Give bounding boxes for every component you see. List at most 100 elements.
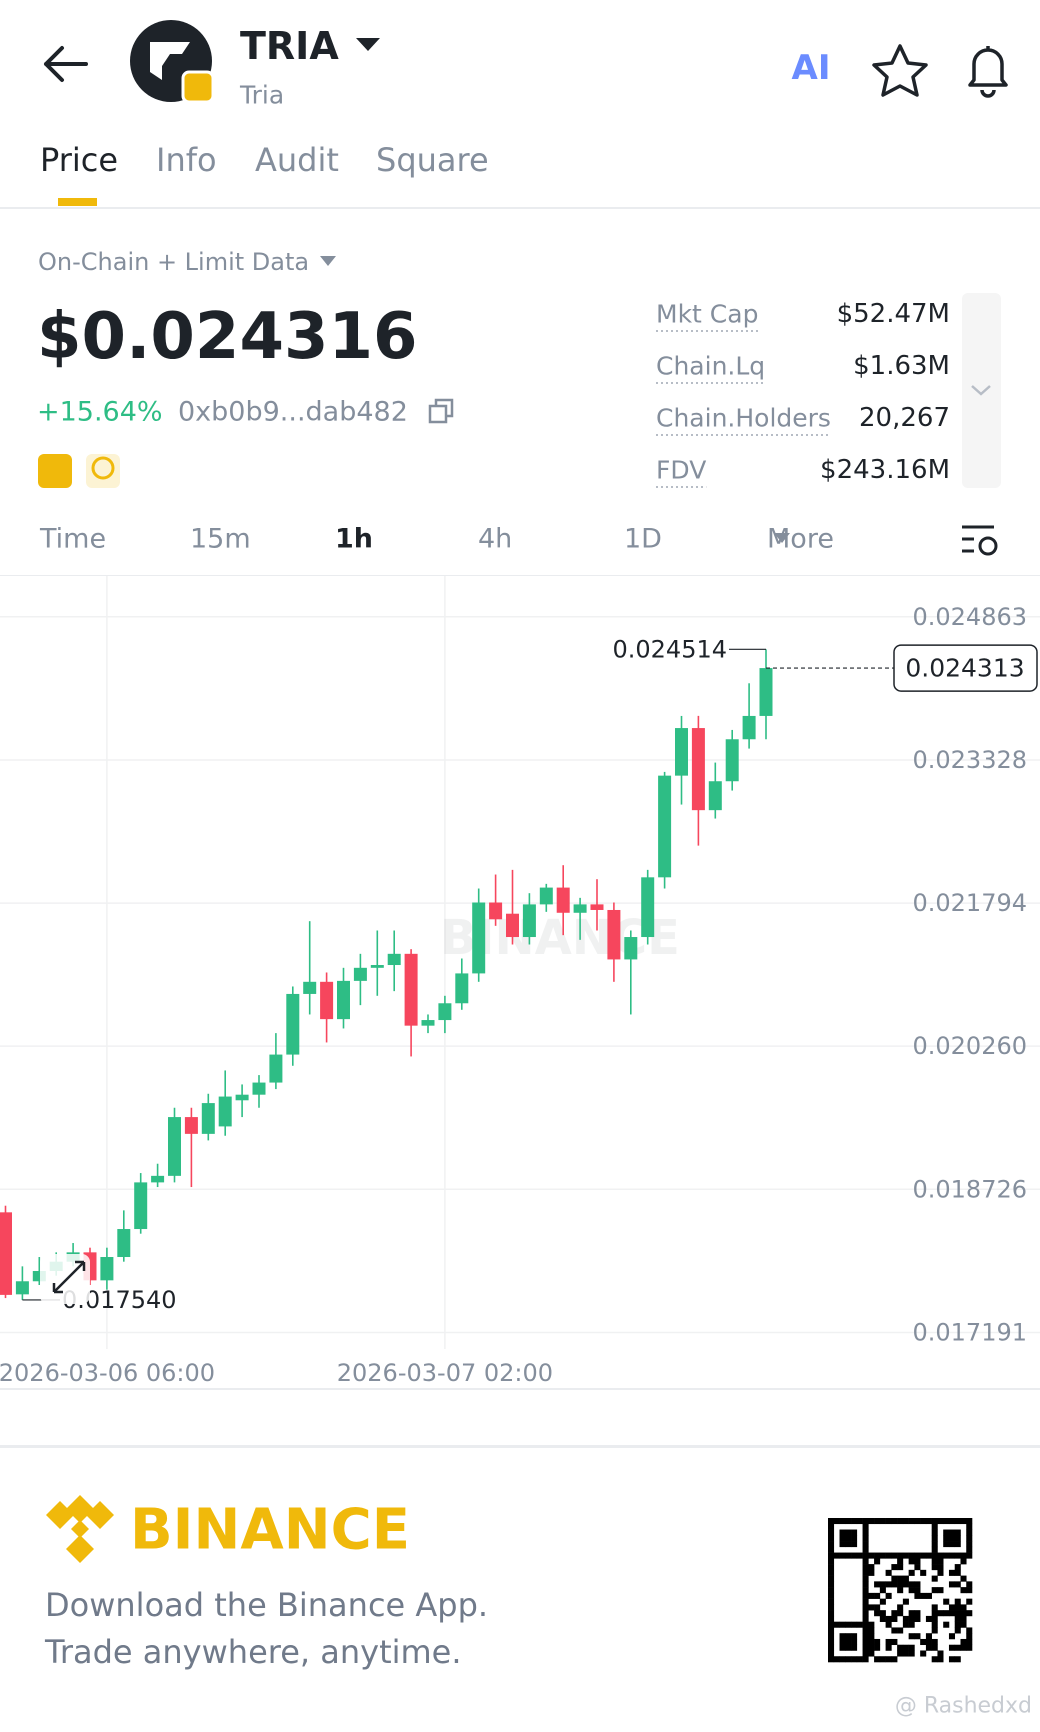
qr-module	[862, 1633, 869, 1640]
qr-module	[851, 1518, 858, 1525]
copy-button[interactable]	[428, 398, 454, 424]
candle-body	[201, 1103, 215, 1134]
qr-module	[856, 1552, 863, 1559]
qr-module	[948, 1535, 956, 1542]
qr-module	[891, 1615, 898, 1622]
favorite-button[interactable]	[872, 44, 928, 97]
qr-module	[897, 1552, 904, 1559]
qr-module	[862, 1610, 869, 1617]
qr-module	[839, 1552, 846, 1559]
qr-module	[908, 1650, 915, 1657]
brand-name: BINANCE	[130, 1498, 410, 1563]
qr-module	[908, 1610, 915, 1617]
back-button[interactable]	[44, 46, 88, 82]
qr-module	[908, 1621, 915, 1628]
timeframe[interactable]: 15m	[190, 524, 251, 555]
qr-module	[908, 1644, 915, 1651]
tab[interactable]: Square	[376, 141, 489, 179]
qr-module	[851, 1621, 858, 1628]
qr-module	[966, 1518, 973, 1525]
qr-module	[931, 1587, 938, 1594]
qr-module	[868, 1644, 875, 1651]
timeframe[interactable]: More	[767, 524, 834, 555]
qr-module	[874, 1518, 881, 1525]
qr-module	[908, 1558, 915, 1565]
divider	[0, 575, 1040, 576]
qr-module	[885, 1552, 892, 1559]
source-dropdown[interactable]	[320, 256, 336, 266]
timeframe[interactable]: 1D	[624, 524, 662, 555]
candle-body	[472, 902, 486, 974]
expand-arrow	[971, 385, 991, 396]
qr-module	[828, 1598, 835, 1605]
qr-module	[925, 1633, 932, 1640]
notification-button[interactable]	[968, 46, 1008, 98]
qr-module	[954, 1518, 961, 1525]
qr-module	[879, 1552, 886, 1559]
tab[interactable]: Audit	[255, 141, 339, 179]
divider	[0, 1445, 1040, 1448]
qr-module	[931, 1638, 938, 1646]
qr-module	[897, 1644, 904, 1651]
qr-module	[839, 1541, 846, 1548]
qr-module	[948, 1529, 956, 1536]
qr-module	[902, 1581, 909, 1588]
qr-module	[862, 1627, 869, 1634]
qr-module	[879, 1610, 886, 1617]
qr-module	[966, 1523, 973, 1530]
qr-module	[931, 1621, 938, 1628]
stat-value: $243.16M	[820, 455, 950, 485]
qr-module	[851, 1535, 858, 1542]
candle-body	[658, 775, 672, 878]
qr-module	[833, 1656, 840, 1663]
qr-module	[845, 1638, 852, 1646]
qr-module	[885, 1644, 892, 1651]
ai-button[interactable]: AI	[792, 48, 831, 88]
qr-module	[862, 1518, 869, 1525]
stats-expand[interactable]	[962, 293, 1001, 488]
qr-module	[862, 1564, 869, 1571]
qr-module	[902, 1650, 909, 1657]
qr-module	[868, 1638, 875, 1646]
qr-module	[862, 1587, 869, 1594]
qr-module	[839, 1621, 846, 1628]
qr-module	[960, 1621, 967, 1628]
qr-module	[925, 1518, 932, 1525]
qr-module	[874, 1552, 881, 1559]
qr-module	[833, 1552, 840, 1559]
qr-module	[839, 1529, 846, 1536]
token-symbol[interactable]: TRIA	[240, 24, 339, 68]
qr-module	[914, 1587, 921, 1594]
qr-module	[828, 1650, 835, 1657]
qr-module	[828, 1546, 835, 1553]
qr-module	[839, 1535, 846, 1542]
qr-module	[937, 1518, 944, 1525]
qr-module	[874, 1644, 881, 1651]
qr-module	[862, 1598, 869, 1605]
promo-line: Download the Binance App.	[45, 1586, 488, 1624]
symbol-dropdown[interactable]	[356, 38, 380, 51]
qr-module	[925, 1644, 932, 1651]
qr-module	[937, 1650, 944, 1657]
tab[interactable]: Price	[40, 141, 118, 179]
candle-body	[506, 913, 519, 938]
qr-module	[828, 1558, 835, 1565]
qr-module	[931, 1546, 938, 1553]
timeframe[interactable]: 4h	[478, 524, 512, 555]
more-dropdown[interactable]	[774, 533, 790, 543]
qr-module	[862, 1575, 869, 1582]
timeframe[interactable]: Time	[39, 524, 106, 555]
qr-module	[966, 1541, 973, 1548]
qr-module	[874, 1581, 881, 1588]
qr-module	[954, 1610, 961, 1617]
data-source[interactable]: On-Chain + Limit Data	[38, 248, 309, 276]
qr-module	[828, 1575, 835, 1582]
stat-label: Chain.Lq	[656, 352, 765, 381]
tab[interactable]: Info	[156, 141, 217, 179]
fullscreen-button[interactable]	[40, 1254, 90, 1304]
qr-module	[943, 1518, 950, 1525]
timeframe[interactable]: 1h	[335, 524, 373, 555]
chart-settings[interactable]	[962, 525, 998, 556]
qr-module	[862, 1546, 869, 1553]
